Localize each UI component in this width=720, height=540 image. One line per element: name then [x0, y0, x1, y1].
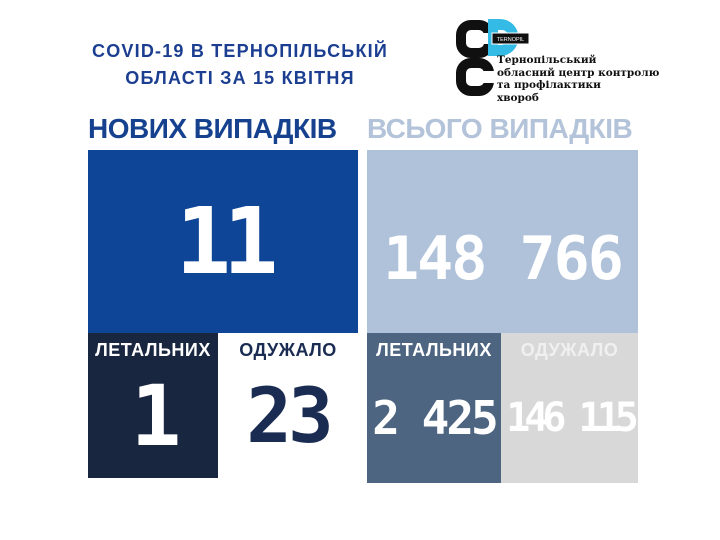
- total-cases-value: 148 766: [383, 223, 624, 294]
- new-recovered-value: 23: [246, 371, 334, 460]
- org-name-line: Тернопільський: [497, 54, 597, 66]
- title-line-2: ОБЛАСТІ ЗА 15 КВІТНЯ: [125, 68, 355, 88]
- total-recovered-value: 146 115: [506, 395, 639, 441]
- logo-badge-label: TERNOPIL: [497, 37, 525, 43]
- total-recovered-box: ОДУЖАЛО 146 115: [501, 333, 639, 483]
- total-deaths-box: ЛЕТАЛЬНИХ 2 425: [367, 333, 501, 483]
- new-deaths-label: ЛЕТАЛЬНИХ: [95, 340, 211, 360]
- new-cases-value: 11: [175, 188, 279, 295]
- org-name-line: хвороб: [497, 91, 539, 104]
- page-title: COVID-19 В ТЕРНОПІЛЬСЬКІЙ ОБЛАСТІ ЗА 15 …: [75, 38, 405, 92]
- org-name: Тернопільський обласний центр контролю т…: [497, 54, 677, 104]
- new-deaths-box: ЛЕТАЛЬНИХ 1: [88, 333, 218, 478]
- total-deaths-label: ЛЕТАЛЬНИХ: [376, 340, 492, 360]
- org-name-line: та профілактики: [497, 79, 601, 91]
- new-deaths-value: 1: [130, 366, 182, 465]
- panel-total-cases: 148 766: [367, 150, 638, 333]
- total-deaths-value: 2 425: [372, 391, 498, 445]
- org-name-line: обласний центр контролю: [497, 66, 660, 79]
- title-line-1: COVID-19 В ТЕРНОПІЛЬСЬКІЙ: [92, 41, 388, 61]
- new-recovered-label: ОДУЖАЛО: [239, 340, 337, 360]
- total-recovered-label: ОДУЖАЛО: [520, 340, 619, 360]
- heading-new-cases: НОВИХ ВИПАДКІВ: [88, 113, 337, 144]
- new-recovered-box: ОДУЖАЛО 23: [218, 333, 358, 478]
- heading-total-cases: ВСЬОГО ВИПАДКІВ: [367, 113, 633, 144]
- panel-new-cases: 11: [88, 150, 358, 333]
- org-logo-icon: TERNOPIL: [456, 19, 530, 96]
